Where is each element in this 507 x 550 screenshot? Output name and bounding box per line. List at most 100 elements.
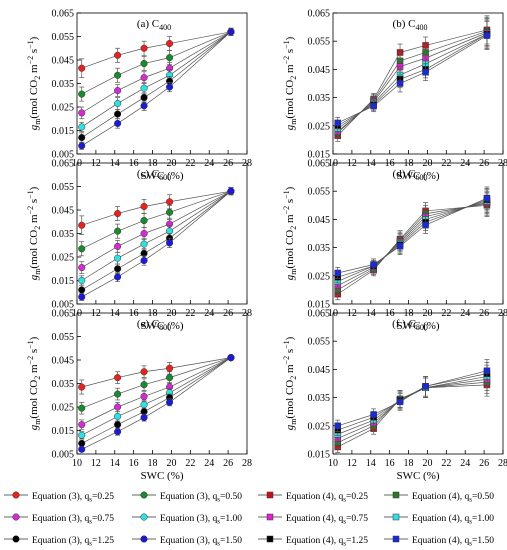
data-point [114,119,122,127]
y-axis-label-part: g [284,424,296,430]
legend-text: Equation (4), q [412,491,470,502]
y-tick-label: 0.065 [52,9,75,20]
x-tick-label: 28 [242,458,252,469]
y-axis-label: gm(mol CO2 m−2 s−1) [26,186,42,280]
y-tick-label: 0.035 [52,379,75,390]
y-axis-label-part: s [284,349,296,356]
legend-marker [266,491,274,499]
legend-text: Equation (3), q [160,491,218,502]
y-axis-label: gm(mol CO2 m−2 s−1) [282,336,298,430]
y-tick-label: 0.045 [308,215,331,226]
y-tick-label: 0.015 [52,126,75,137]
legend-item: Equation (3), qs=1.00 [132,513,242,526]
x-tick-label: 26 [223,458,233,469]
x-axis-label: SWC (%) [140,320,183,332]
y-axis-label-part: ) [284,336,296,340]
legend-val: =0.75 [346,514,368,524]
data-point [370,102,377,110]
legend-marker [266,513,274,521]
series-line [337,202,488,286]
legend: Equation (3), q s =0.25 Equation (3), qs=0.… [4,491,494,548]
series-3 [334,19,491,135]
y-axis-label-part: (mol CO [28,80,40,119]
y-axis-label-part: 2 [33,376,42,380]
y-tick-label: 0.045 [52,356,75,367]
y-axis-label-part: ) [284,186,296,190]
x-tick-label: 20 [422,158,432,169]
y-axis-label: gm(mol CO2 m−2 s−1) [282,36,298,130]
legend-marker [266,535,274,543]
y-tick-label: 0.015 [308,150,331,161]
data-point [140,102,148,110]
series-line [81,190,232,298]
y-axis-label-part: g [28,274,40,280]
x-axis-label: SWC (%) [140,470,183,482]
panel-label-text: (f ) C [392,318,416,330]
plot-frame [332,312,504,455]
data-point [422,68,429,76]
legend-marker [392,491,400,499]
y-tick-label: 0.045 [52,56,75,67]
data-point [396,398,404,406]
data-point [140,368,148,376]
series-line [81,31,232,114]
y-axis-label-part: 2 [289,376,298,380]
y-axis-label-part: m [28,64,40,76]
x-tick-label: 22 [185,308,195,319]
legend-val: =0.75 [92,514,114,524]
legend-val: =0.25 [346,492,368,502]
y-axis-label-part: −2 [282,56,291,65]
panel-label-sub: 400 [415,23,427,32]
x-tick-label: 16 [385,308,395,319]
panel-label-text: (e) C [137,318,159,330]
data-point [140,74,148,82]
series-line [81,357,232,436]
legend-label: Equation (3), qs=0.75 [32,513,114,526]
data-point [140,414,148,422]
x-tick-label: 26 [223,308,233,319]
x-tick-label: 24 [204,458,214,469]
data-point [140,84,148,92]
y-tick-label: 0.015 [308,450,331,461]
data-point [114,227,122,235]
data-point [114,374,122,382]
y-axis-label-part: g [28,424,40,430]
panel-label-sub: 800 [416,323,428,332]
y-axis-label: gm(mol CO2 m−2 s−1) [282,186,298,280]
x-tick-label: 20 [166,308,176,319]
legend-val: =1.00 [472,514,494,524]
x-axis-label: SWC (%) [140,170,183,182]
legend-sub: s [343,518,346,526]
data-point [114,428,122,436]
legend-label: Equation (4), qs=0.25 [286,491,368,504]
data-point [114,412,122,420]
panel-4: 0.005 0.015 0.025 0.035 0.045 0.055 0.065 10 12 1… [26,309,252,483]
series-line [337,29,488,136]
data-point [140,202,148,211]
data-point [114,51,122,59]
data-point [166,54,174,62]
data-point [422,383,429,390]
series-1 [334,192,491,296]
y-tick-label: 0.035 [308,393,331,404]
legend-item: Equation (4), qs=1.00 [384,513,494,526]
y-axis-label: gm(mol CO2 m−2 s−1) [26,336,42,430]
x-tick-label: 22 [441,458,451,469]
y-axis-label-part: −1 [26,340,35,349]
y-tick-label: 0.065 [308,9,331,20]
y-axis-label-part: m [28,214,40,226]
x-tick-label: 10 [328,458,338,469]
x-tick-label: 14 [110,158,120,169]
legend-marker [140,513,148,521]
y-tick-label: 0.055 [308,337,331,348]
x-tick-label: 16 [129,158,139,169]
y-axis-label-part: s [284,49,296,56]
y-axis-label-part: g [284,124,296,130]
data-point [483,195,491,202]
x-tick-label: 20 [422,308,432,319]
series-line [337,199,488,278]
x-tick-label: 22 [441,158,451,169]
y-axis-label-part: (mol CO [28,230,40,269]
legend-sub: s [89,518,92,526]
